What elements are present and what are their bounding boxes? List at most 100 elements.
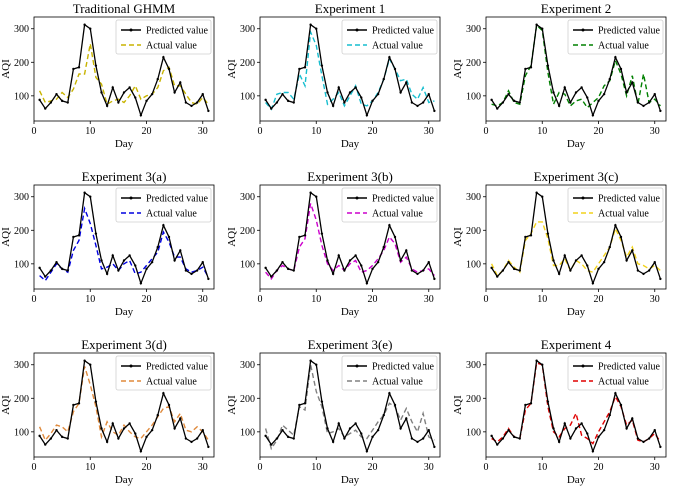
data-point-predicted — [315, 363, 318, 366]
x-tick-label: 10 — [311, 462, 321, 473]
data-point-predicted — [134, 264, 137, 267]
data-point-predicted — [636, 101, 640, 104]
legend-marker — [129, 196, 133, 200]
y-tick-label: 200 — [240, 58, 255, 69]
data-point-predicted — [371, 435, 374, 439]
y-tick-label: 300 — [240, 24, 255, 35]
data-point-predicted — [529, 402, 533, 405]
x-tick-label: 30 — [424, 462, 434, 473]
data-point-predicted — [55, 260, 58, 264]
y-tick-label: 300 — [14, 192, 29, 203]
data-point-predicted — [591, 282, 595, 285]
data-point-predicted — [309, 359, 312, 362]
data-point-predicted — [286, 435, 290, 439]
axes-frame — [259, 16, 441, 122]
data-point-predicted — [128, 422, 131, 425]
data-point-predicted — [326, 427, 329, 430]
data-point-predicted — [518, 101, 521, 104]
x-tick-label: 0 — [484, 462, 489, 473]
legend-label: Actual value — [372, 209, 423, 220]
data-point-predicted — [83, 359, 86, 362]
data-point-predicted — [179, 249, 182, 252]
data-point-predicted — [184, 269, 188, 272]
y-axis-label: AQI — [452, 395, 464, 415]
data-point-predicted — [105, 440, 109, 444]
data-point-predicted — [416, 440, 419, 444]
y-tick-label: 100 — [14, 259, 29, 270]
data-point-predicted — [557, 272, 561, 276]
axes-frame — [33, 184, 215, 290]
data-point-predicted — [354, 254, 357, 257]
data-point-predicted — [94, 400, 98, 403]
y-tick-label: 300 — [14, 24, 29, 35]
data-point-predicted — [529, 66, 533, 69]
data-point-predicted — [399, 427, 402, 430]
data-point-predicted — [602, 92, 606, 96]
data-point-predicted — [518, 437, 521, 440]
data-point-predicted — [371, 267, 374, 271]
data-point-predicted — [201, 92, 204, 96]
x-tick-label: 10 — [85, 294, 95, 305]
data-point-predicted — [507, 92, 510, 96]
data-point-predicted — [405, 81, 408, 84]
data-point-predicted — [659, 277, 662, 281]
chart-panel-5: Experiment 3(b) 0 10 20 30 100 200 300 Day AQI Pre… — [226, 169, 441, 318]
chart-panel-6: Experiment 3(c) 0 10 20 30 100 200 300 Day AQI Pre… — [452, 169, 667, 318]
data-point-predicted — [77, 234, 81, 237]
data-point-predicted — [501, 269, 505, 272]
data-point-predicted — [38, 434, 41, 438]
chart-title: Experiment 4 — [541, 337, 612, 352]
data-point-predicted — [264, 266, 267, 270]
axes-frame — [485, 184, 667, 290]
x-tick-label: 30 — [424, 126, 434, 137]
data-point-predicted — [631, 417, 634, 420]
data-point-predicted — [162, 56, 165, 59]
legend-label: Predicted value — [598, 194, 660, 205]
data-point-predicted — [490, 434, 493, 438]
legend-marker — [581, 196, 585, 200]
data-point-predicted — [535, 359, 538, 362]
data-point-predicted — [524, 403, 527, 407]
data-point-predicted — [111, 86, 114, 89]
data-point-predicted — [315, 195, 318, 198]
data-point-predicted — [66, 101, 69, 104]
data-point-predicted — [201, 260, 204, 264]
chart-panel-9: Experiment 4 0 10 20 30 100 200 300 Day AQI Predic… — [452, 337, 667, 486]
data-point-predicted — [580, 86, 583, 89]
data-point-predicted — [552, 91, 555, 94]
data-point-predicted — [195, 101, 199, 104]
chart-panel-1: Traditional GHMM 0 10 20 30 100 200 300 Day AQI Pr… — [0, 1, 215, 150]
x-tick-label: 20 — [142, 462, 152, 473]
data-point-predicted — [156, 413, 159, 417]
data-point-predicted — [625, 259, 628, 262]
data-point-predicted — [66, 437, 69, 440]
data-point-predicted — [405, 249, 408, 252]
data-point-predicted — [173, 259, 176, 262]
data-point-predicted — [72, 67, 75, 71]
x-axis-label: Day — [567, 306, 586, 318]
data-point-predicted — [83, 191, 86, 194]
legend-label: Actual value — [598, 377, 649, 388]
data-point-predicted — [60, 435, 64, 439]
data-point-predicted — [574, 427, 578, 430]
legend-marker — [581, 28, 585, 32]
data-point-predicted — [286, 267, 290, 271]
data-point-predicted — [631, 249, 634, 252]
data-point-predicted — [421, 437, 425, 440]
legend-marker — [581, 364, 585, 368]
data-point-predicted — [44, 443, 47, 446]
x-tick-label: 20 — [142, 126, 152, 137]
y-axis-label: AQI — [226, 227, 238, 247]
chart-title: Experiment 3(e) — [308, 337, 393, 352]
legend-label: Predicted value — [598, 26, 660, 37]
data-point-predicted — [292, 101, 295, 104]
y-tick-label: 200 — [14, 58, 29, 69]
data-point-predicted — [303, 66, 307, 69]
chart-panel-7: Experiment 3(d) 0 10 20 30 100 200 300 Day AQI Pre… — [0, 337, 215, 486]
data-point-predicted — [167, 235, 171, 239]
data-point-predicted — [608, 77, 611, 81]
data-point-predicted — [574, 91, 578, 94]
data-point-predicted — [55, 428, 58, 432]
data-point-predicted — [298, 403, 301, 407]
data-point-predicted — [207, 277, 210, 281]
